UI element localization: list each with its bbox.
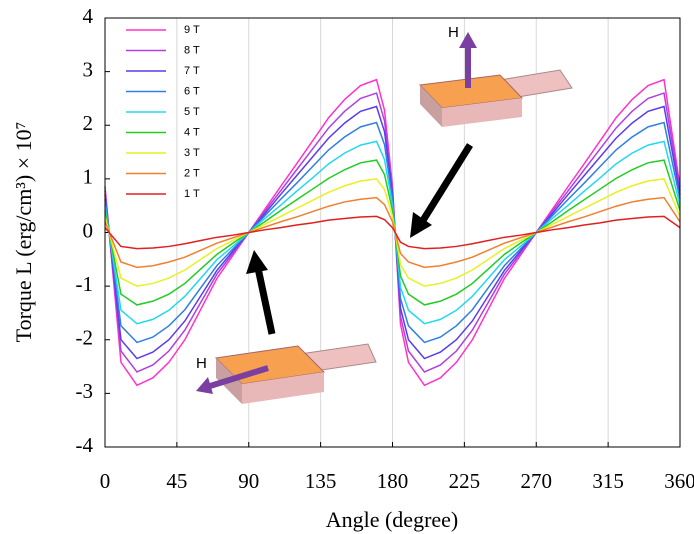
x-axis-label: Angle (degree)	[326, 507, 459, 532]
x-tick-label: 45	[166, 469, 187, 493]
legend-label: 7 T	[184, 65, 200, 77]
series-line	[104, 178, 681, 287]
y-tick-label: 1	[83, 165, 94, 189]
y-tick-label: 2	[83, 111, 94, 135]
annotation: H	[196, 355, 207, 372]
series-line	[104, 159, 681, 306]
plot-frame	[104, 17, 681, 448]
legend: 9 T 8 T 7 T 6 T 5 T 4 T 3 T 2 T 1 T	[126, 24, 200, 200]
y-tick-label: -4	[76, 433, 94, 457]
y-tick-label: 4	[83, 4, 94, 28]
legend-label: 6 T	[184, 85, 200, 97]
field-arrow-head	[196, 377, 213, 394]
x-tick-label: 315	[592, 469, 624, 493]
field-arrow-head	[459, 32, 477, 48]
pointer-arrow-head	[246, 250, 268, 274]
series-line	[104, 121, 681, 344]
x-tick-label: 90	[238, 469, 259, 493]
y-tick-label: 0	[83, 218, 94, 242]
x-tick-label: 135	[305, 469, 337, 493]
plate-front	[242, 372, 324, 404]
annotation: H	[448, 24, 459, 41]
plate-side	[420, 85, 442, 127]
pointer-arrow-head	[410, 212, 432, 238]
x-tick-label: 0	[100, 469, 111, 493]
pointer-arrow	[254, 267, 276, 335]
legend-label: 4 T	[184, 126, 200, 138]
legend-label: 8 T	[184, 44, 200, 56]
y-tick-label: -1	[76, 272, 94, 296]
y-tick-label: 3	[83, 57, 94, 81]
field-arrow	[209, 365, 269, 389]
plot	[104, 78, 681, 387]
x-tick-label: 225	[449, 469, 481, 493]
plate-front	[442, 98, 522, 127]
legend-label: 1 T	[184, 188, 200, 200]
legend-label: 2 T	[184, 167, 200, 179]
pointer-arrow	[419, 143, 473, 224]
series-line	[104, 196, 681, 269]
x-tick-label: 270	[521, 469, 553, 493]
legend-label: 3 T	[184, 147, 200, 159]
x-tick-label: 360	[664, 469, 694, 493]
inset-bottom: H	[196, 250, 377, 404]
x-tick-label: 180	[377, 469, 409, 493]
series-line	[104, 215, 681, 250]
legend-label: 5 T	[184, 106, 200, 118]
legend-label: 9 T	[184, 24, 200, 36]
y-tick-label: -2	[76, 326, 94, 350]
series-line	[104, 140, 681, 325]
y-axis-label: Torque L (erg/cm³) × 10⁷	[11, 122, 36, 343]
y-tick-label: -3	[76, 379, 94, 403]
inset-top: H	[410, 24, 573, 238]
grid	[104, 17, 681, 448]
